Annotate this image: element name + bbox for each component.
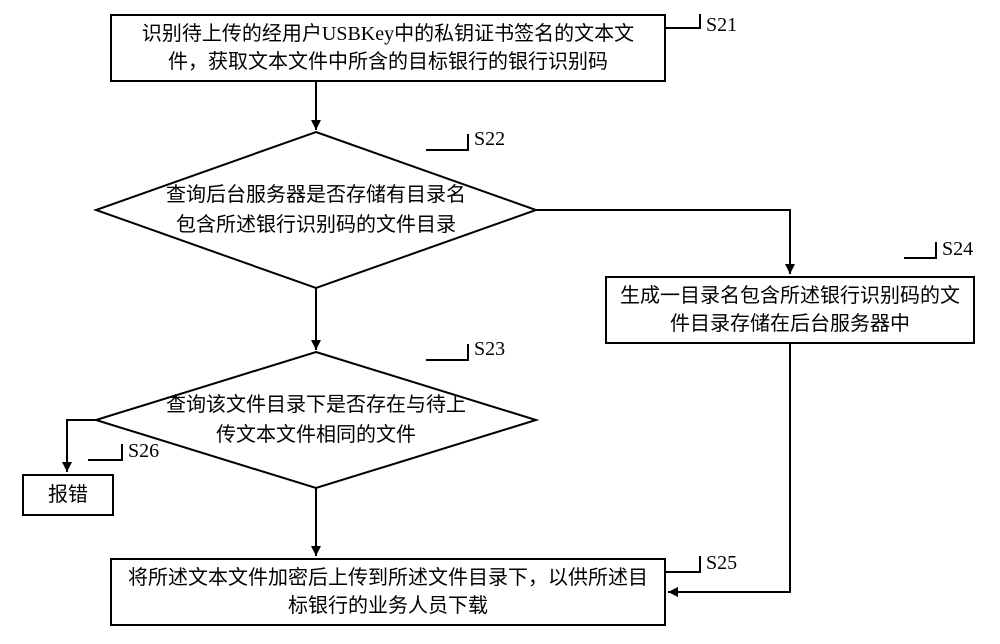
edge-s23-s26 (67, 420, 96, 472)
decision-s22 (96, 132, 536, 288)
process-s24: 生成一目录名包含所述银行识别码的文件目录存储在后台服务器中 (605, 276, 975, 344)
process-s26: 报错 (22, 474, 114, 516)
label-s25: S25 (706, 552, 737, 575)
callout-s24 (904, 242, 936, 258)
callout-s22 (426, 134, 468, 150)
callout-s23 (426, 344, 468, 360)
edge-s22-s24 (536, 210, 790, 274)
label-s21: S21 (706, 14, 737, 37)
process-s25: 将所述文本文件加密后上传到所述文件目录下，以供所述目标银行的业务人员下载 (110, 558, 666, 626)
process-s21: 识别待上传的经用户USBKey中的私钥证书签名的文本文件，获取文本文件中所含的目… (110, 14, 666, 82)
callout-s25 (666, 556, 700, 572)
label-s24: S24 (942, 238, 973, 261)
label-s22: S22 (474, 128, 505, 151)
label-s23: S23 (474, 338, 505, 361)
decision-s23 (96, 352, 536, 488)
label-s26: S26 (128, 440, 159, 463)
callout-s26 (88, 444, 122, 460)
callout-s21 (666, 14, 700, 28)
